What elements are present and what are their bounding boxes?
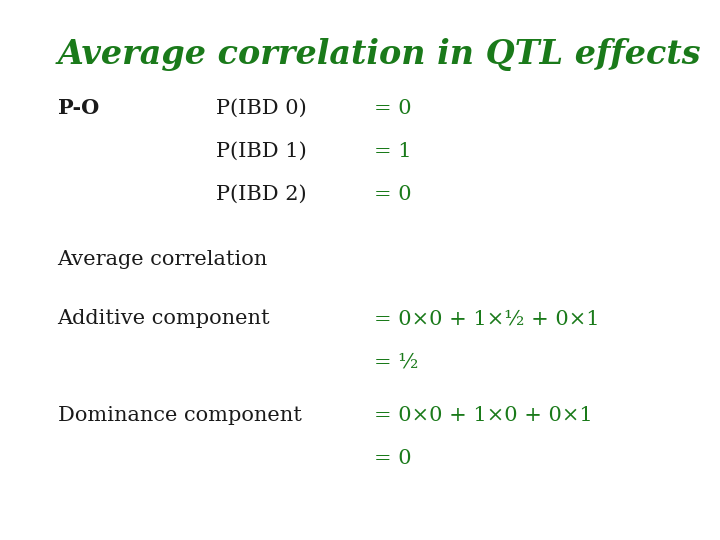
Text: = 0: = 0 [374, 449, 412, 469]
Text: = 0: = 0 [374, 98, 412, 118]
Text: P-O: P-O [58, 98, 99, 118]
Text: P(IBD 1): P(IBD 1) [216, 141, 307, 161]
Text: = 0×0 + 1×½ + 0×1: = 0×0 + 1×½ + 0×1 [374, 309, 600, 328]
Text: = ½: = ½ [374, 352, 419, 372]
Text: Dominance component: Dominance component [58, 406, 302, 426]
Text: P(IBD 2): P(IBD 2) [216, 185, 307, 204]
Text: = 0×0 + 1×0 + 0×1: = 0×0 + 1×0 + 0×1 [374, 406, 593, 426]
Text: Average correlation: Average correlation [58, 249, 268, 269]
Text: Additive component: Additive component [58, 309, 270, 328]
Text: = 1: = 1 [374, 141, 412, 161]
Text: P(IBD 0): P(IBD 0) [216, 98, 307, 118]
Text: = 0: = 0 [374, 185, 412, 204]
Text: Average correlation in QTL effects: Average correlation in QTL effects [58, 38, 701, 71]
